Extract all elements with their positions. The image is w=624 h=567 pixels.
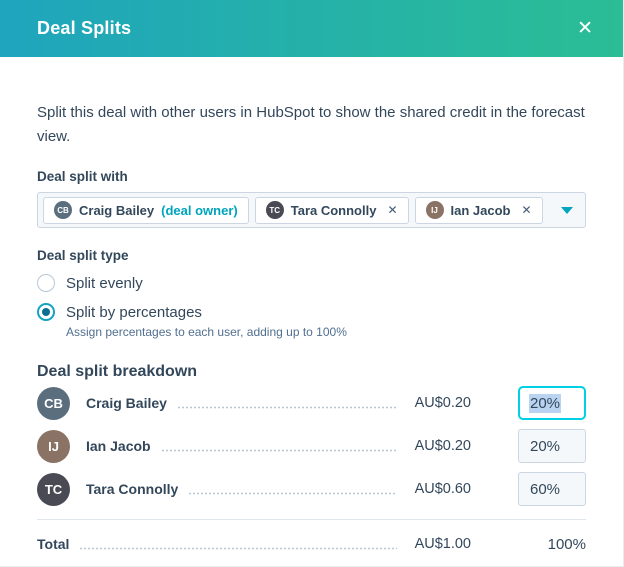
description-text: Split this deal with other users in HubS… bbox=[37, 104, 585, 145]
split-row-tara-connolly: TC Tara Connolly AU$0.60 bbox=[37, 468, 586, 510]
chip-deal-owner-suffix: (deal owner) bbox=[161, 202, 238, 218]
remove-chip-icon[interactable]: ✕ bbox=[387, 203, 398, 217]
radio-unselected-icon[interactable] bbox=[37, 274, 55, 292]
dotted-leader bbox=[176, 405, 397, 409]
deal-split-with-label: Deal split with bbox=[37, 169, 128, 184]
radio-split-by-percentages[interactable]: Split by percentages bbox=[37, 303, 586, 321]
total-row: Total AU$1.00 100% bbox=[37, 522, 586, 566]
selected-input-text: 20% bbox=[529, 393, 562, 413]
total-divider bbox=[37, 519, 586, 520]
deal-split-with-select[interactable]: CB Craig Bailey (deal owner) TC Tara Con… bbox=[37, 192, 586, 228]
radio-split-evenly[interactable]: Split evenly bbox=[37, 274, 586, 292]
user-chip-craig-bailey[interactable]: CB Craig Bailey (deal owner) bbox=[43, 196, 249, 224]
user-name: Tara Connolly bbox=[86, 481, 179, 497]
avatar: CB bbox=[37, 386, 70, 420]
split-amount: AU$0.20 bbox=[414, 438, 471, 454]
dotted-leader bbox=[79, 546, 397, 550]
user-chip-ian-jacob[interactable]: IJ Ian Jacob ✕ bbox=[414, 196, 543, 224]
total-percent: 100% bbox=[547, 535, 586, 553]
dotted-leader bbox=[160, 448, 397, 452]
deal-split-type-label: Deal split type bbox=[37, 248, 129, 263]
percentage-input-ian-jacob[interactable] bbox=[518, 429, 586, 463]
chip-name: Craig Bailey bbox=[79, 202, 155, 218]
split-amount: AU$0.60 bbox=[414, 481, 471, 497]
deal-split-breakdown-heading: Deal split breakdown bbox=[37, 363, 198, 380]
close-icon: ✕ bbox=[577, 18, 593, 39]
percentages-helper-text: Assign percentages to each user, adding … bbox=[66, 325, 347, 339]
user-name: Ian Jacob bbox=[86, 438, 151, 454]
chevron-down-icon[interactable] bbox=[561, 206, 573, 214]
modal-body: Split this deal with other users in HubS… bbox=[0, 101, 623, 566]
radio-label: Split by percentages bbox=[66, 303, 202, 321]
avatar: TC bbox=[265, 201, 284, 219]
radio-label: Split evenly bbox=[66, 274, 143, 292]
close-button[interactable]: ✕ bbox=[573, 15, 597, 42]
split-amount: AU$0.20 bbox=[414, 395, 471, 411]
user-chip-tara-connolly[interactable]: TC Tara Connolly ✕ bbox=[254, 196, 409, 224]
total-label: Total bbox=[37, 536, 70, 552]
modal-title: Deal Splits bbox=[37, 18, 132, 38]
split-row-craig-bailey: CB Craig Bailey AU$0.20 20% bbox=[37, 382, 586, 424]
chip-name: Ian Jacob bbox=[450, 202, 511, 218]
percentage-input-craig-bailey[interactable]: 20% bbox=[518, 386, 586, 420]
deal-split-type-options: Split evenly Split by percentages Assign… bbox=[37, 274, 586, 339]
user-name: Craig Bailey bbox=[86, 395, 167, 411]
radio-selected-icon[interactable] bbox=[37, 303, 55, 321]
total-amount: AU$1.00 bbox=[414, 536, 471, 552]
avatar: TC bbox=[37, 472, 70, 506]
modal-header: Deal Splits ✕ bbox=[0, 0, 623, 57]
percentage-input-tara-connolly[interactable] bbox=[518, 472, 586, 506]
avatar: IJ bbox=[37, 429, 70, 463]
avatar: IJ bbox=[425, 201, 444, 219]
chip-name: Tara Connolly bbox=[290, 202, 377, 218]
remove-chip-icon[interactable]: ✕ bbox=[521, 203, 532, 217]
dotted-leader bbox=[188, 491, 397, 495]
split-row-ian-jacob: IJ Ian Jacob AU$0.20 bbox=[37, 425, 586, 467]
avatar: CB bbox=[54, 201, 72, 219]
